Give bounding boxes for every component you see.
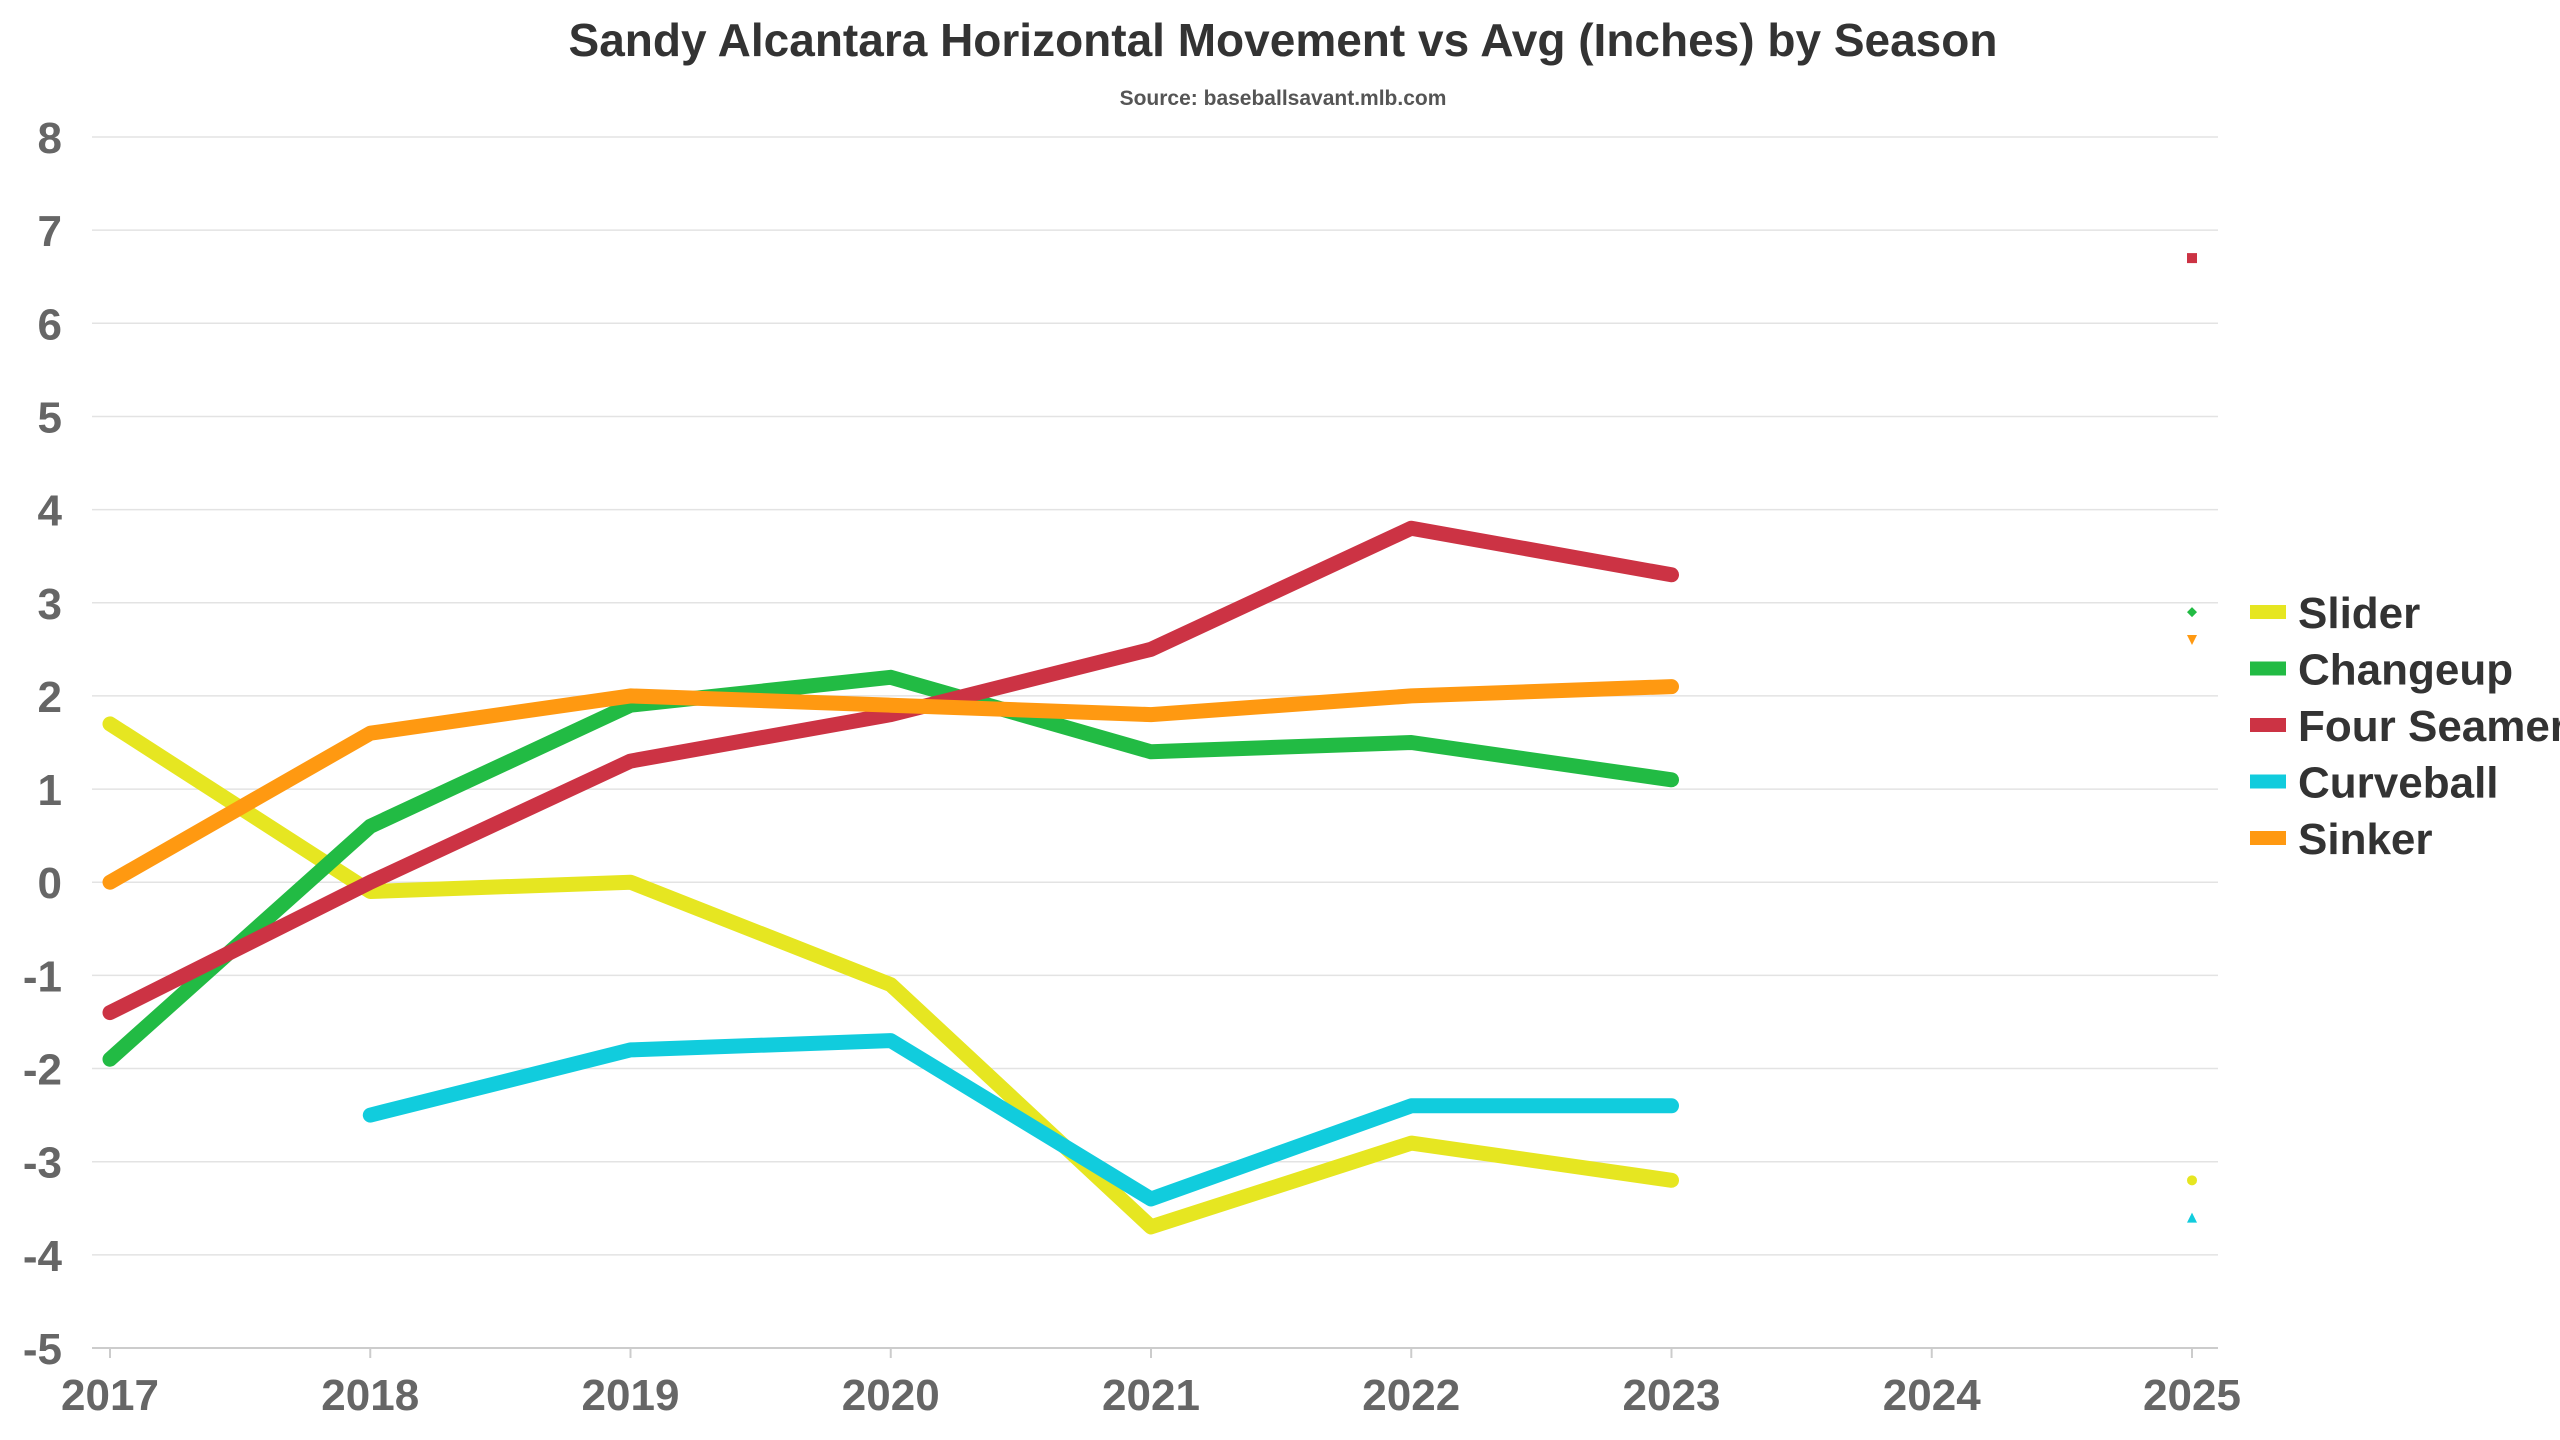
- y-tick-label: -4: [23, 1232, 63, 1281]
- series-point-changeup: [2187, 607, 2197, 618]
- legend-swatch: [2250, 831, 2286, 845]
- y-tick-label: 3: [38, 580, 62, 629]
- x-tick-label: 2018: [321, 1371, 419, 1420]
- y-tick-label: -1: [23, 952, 62, 1001]
- legend-swatch: [2250, 718, 2286, 732]
- grid: [92, 136, 2218, 1349]
- legend: Slider Changeup Four Seamer Curveball Sinker: [2250, 589, 2560, 864]
- y-tick-label: 5: [38, 393, 62, 442]
- legend-swatch: [2250, 605, 2286, 619]
- series-line-four-seamer: [102, 520, 1679, 1021]
- legend-swatch: [2250, 661, 2286, 676]
- y-tick-label: 4: [38, 487, 63, 536]
- legend-label: Sinker: [2298, 815, 2433, 864]
- legend-swatch: [2250, 774, 2286, 789]
- x-tick-label: 2024: [1883, 1371, 1981, 1420]
- y-tick-label: 7: [38, 207, 62, 256]
- series-lines: [102, 520, 1679, 1235]
- x-tick-label: 2020: [842, 1371, 940, 1420]
- x-tick-label: 2021: [1102, 1371, 1200, 1420]
- x-tick-label: 2025: [2143, 1371, 2241, 1420]
- x-tick-label: 2019: [582, 1371, 680, 1420]
- chart-subtitle: Source: baseballsavant.mlb.com: [1120, 87, 1447, 110]
- series-point-slider: [2187, 1175, 2197, 1186]
- y-tick-label: 6: [38, 300, 62, 349]
- series-point-sinker: [2187, 635, 2197, 646]
- legend-label: Four Seamer: [2298, 702, 2560, 751]
- legend-label: Changeup: [2298, 646, 2513, 695]
- series-line-slider: [102, 716, 1679, 1235]
- y-tick-label: 0: [38, 859, 62, 908]
- x-tick-label: 2023: [1623, 1371, 1721, 1420]
- x-axis-ticks: 2017 2018 2019 2020 2021 2022 2023 2024 2025: [61, 1348, 2241, 1420]
- x-tick-label: 2022: [1362, 1371, 1460, 1420]
- series-line-sinker: [102, 679, 1679, 890]
- legend-label: Slider: [2298, 589, 2420, 638]
- y-tick-label: -3: [23, 1139, 62, 1188]
- series-line-curveball: [362, 1033, 1679, 1207]
- series-line-changeup: [102, 669, 1679, 1067]
- y-tick-label: 1: [38, 766, 62, 815]
- legend-label: Curveball: [2298, 759, 2499, 808]
- y-axis-ticks: 8 7 6 5 4 3 2 1 0 -1 -2 -3 -4 -5: [23, 114, 63, 1374]
- y-tick-label: -2: [23, 1046, 62, 1095]
- y-tick-label: 2: [38, 673, 62, 722]
- x-tick-label: 2017: [61, 1371, 159, 1420]
- chart-title: Sandy Alcantara Horizontal Movement vs A…: [569, 14, 1998, 66]
- y-tick-label: -5: [23, 1325, 62, 1374]
- series-point-curveball: [2187, 1212, 2197, 1223]
- series-point-four-seamer: [2187, 253, 2197, 264]
- y-tick-label: 8: [38, 114, 62, 163]
- series-markers: [2187, 253, 2197, 1223]
